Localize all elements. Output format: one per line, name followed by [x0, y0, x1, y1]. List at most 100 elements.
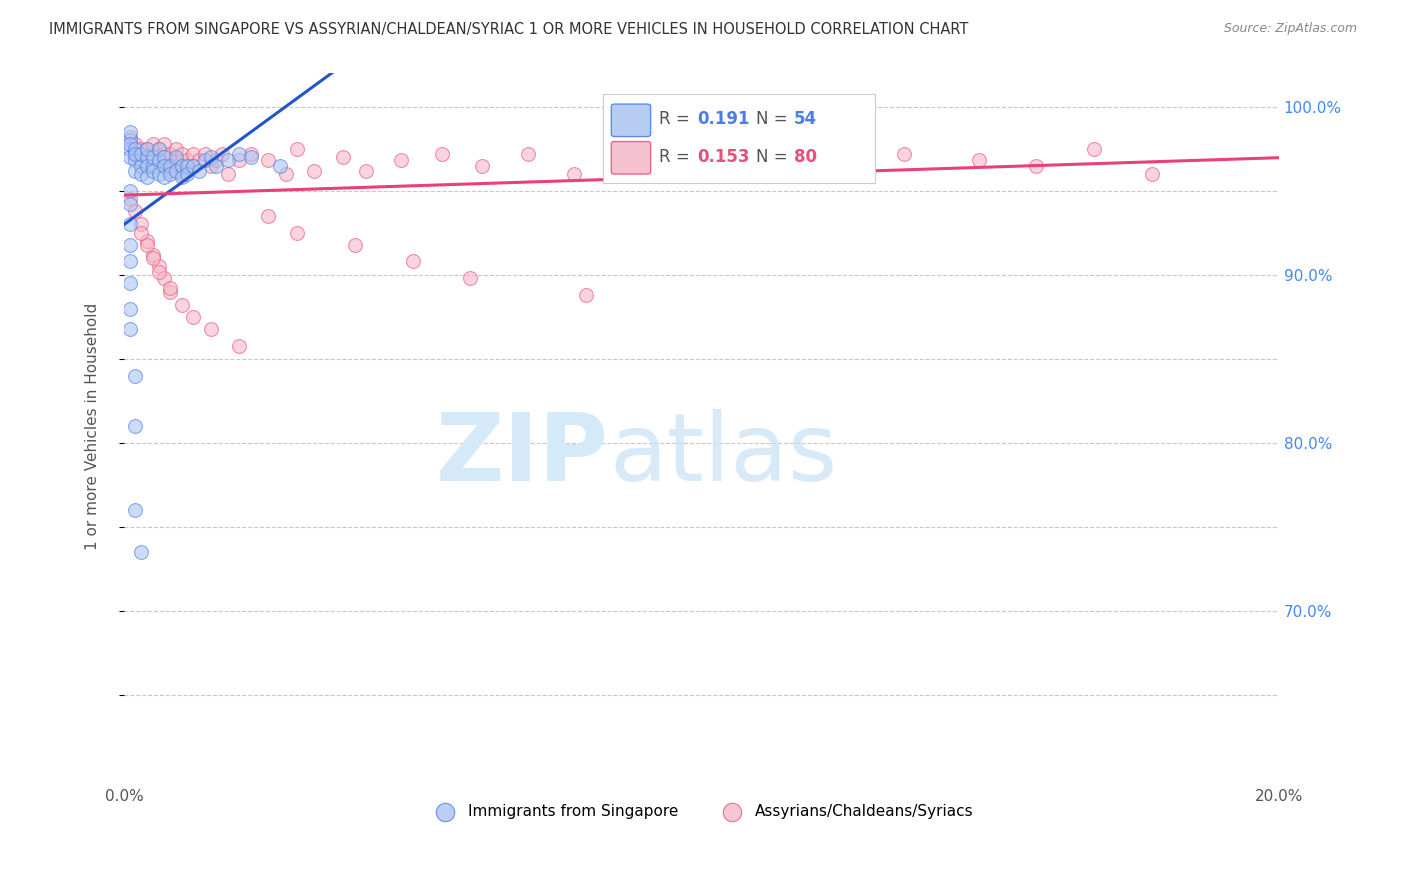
Point [129, 545, 152, 559]
Point [136, 150, 159, 164]
Point [274, 167, 297, 181]
FancyBboxPatch shape [612, 142, 651, 174]
Point [148, 167, 170, 181]
Point [239, 146, 262, 161]
Text: R =: R = [658, 148, 695, 166]
Point [402, 254, 425, 268]
Point [343, 237, 366, 252]
Point [181, 146, 204, 161]
Point [170, 167, 193, 181]
Point [136, 170, 159, 185]
Point [217, 167, 239, 181]
Y-axis label: 1 or more Vehicles in Household: 1 or more Vehicles in Household [86, 302, 100, 549]
Point [217, 153, 239, 168]
Point [118, 218, 141, 232]
Point [124, 163, 146, 178]
Point [124, 142, 146, 156]
Point [176, 163, 198, 178]
Point [118, 150, 141, 164]
FancyBboxPatch shape [612, 104, 651, 136]
Point [129, 226, 152, 240]
Point [142, 136, 165, 151]
Point [285, 142, 308, 156]
Point [661, 146, 683, 161]
Text: N =: N = [755, 110, 793, 128]
Point [776, 153, 799, 168]
Point [176, 167, 198, 181]
Point [1025, 159, 1047, 173]
Point [200, 322, 222, 336]
Point [129, 218, 152, 232]
Text: N =: N = [755, 148, 793, 166]
Point [118, 237, 141, 252]
Point [142, 159, 165, 173]
Point [136, 142, 159, 156]
Point [603, 153, 626, 168]
Point [142, 248, 165, 262]
Point [967, 153, 990, 168]
Text: 80: 80 [794, 148, 817, 166]
Point [159, 163, 181, 178]
Point [118, 129, 141, 144]
Point [142, 146, 165, 161]
Point [170, 159, 193, 173]
Point [228, 146, 250, 161]
Point [194, 146, 217, 161]
Point [136, 159, 159, 173]
Point [460, 271, 482, 285]
Point [118, 254, 141, 268]
Point [118, 301, 141, 316]
Point [129, 159, 152, 173]
Point [124, 368, 146, 383]
Point [893, 146, 915, 161]
Point [257, 209, 280, 223]
Point [835, 159, 858, 173]
Point [285, 226, 308, 240]
Point [136, 142, 159, 156]
Point [564, 167, 586, 181]
Text: atlas: atlas [609, 409, 837, 500]
Point [153, 170, 176, 185]
Point [124, 419, 146, 434]
Point [153, 136, 176, 151]
Point [124, 153, 146, 168]
Point [181, 310, 204, 324]
Text: ZIP: ZIP [436, 409, 609, 500]
Point [159, 281, 181, 295]
Point [181, 159, 204, 173]
Point [165, 150, 187, 164]
Point [188, 153, 211, 168]
Legend: Immigrants from Singapore, Assyrians/Chaldeans/Syriacs: Immigrants from Singapore, Assyrians/Cha… [423, 797, 980, 825]
Point [118, 322, 141, 336]
Point [118, 142, 141, 156]
Point [124, 146, 146, 161]
Point [129, 167, 152, 181]
Point [332, 150, 354, 164]
Point [471, 159, 494, 173]
Point [517, 146, 540, 161]
Point [118, 133, 141, 147]
Text: R =: R = [658, 110, 695, 128]
Point [148, 260, 170, 274]
Point [170, 170, 193, 185]
Point [148, 153, 170, 168]
Text: Source: ZipAtlas.com: Source: ZipAtlas.com [1223, 22, 1357, 36]
Point [136, 150, 159, 164]
Point [170, 159, 193, 173]
Point [136, 237, 159, 252]
Point [718, 142, 741, 156]
Point [142, 251, 165, 265]
Point [575, 288, 598, 302]
Point [200, 159, 222, 173]
Point [239, 150, 262, 164]
Point [228, 338, 250, 352]
FancyBboxPatch shape [603, 95, 875, 183]
Point [118, 125, 141, 139]
Point [228, 153, 250, 168]
Point [181, 159, 204, 173]
Text: IMMIGRANTS FROM SINGAPORE VS ASSYRIAN/CHALDEAN/SYRIAC 1 OR MORE VEHICLES IN HOUS: IMMIGRANTS FROM SINGAPORE VS ASSYRIAN/CH… [49, 22, 969, 37]
Point [176, 153, 198, 168]
Point [257, 153, 280, 168]
Point [129, 142, 152, 156]
Point [124, 503, 146, 517]
